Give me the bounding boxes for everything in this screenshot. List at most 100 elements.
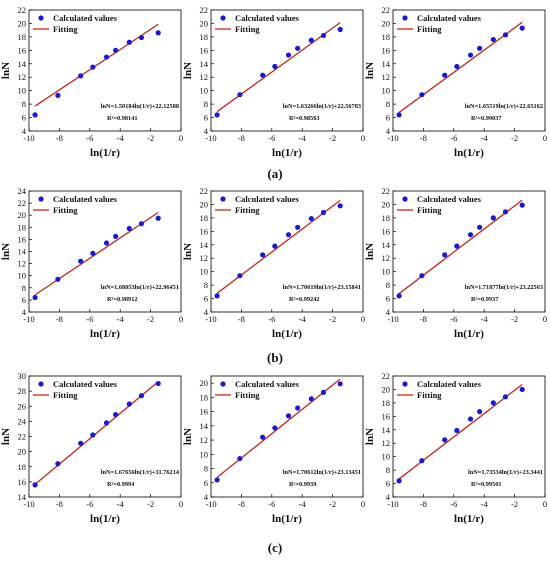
x-tick-label: -2 (147, 499, 154, 509)
data-point (237, 455, 243, 462)
chart-9: -10 -8 -6 -4 -2 0 4 6 8 10 12 14 16 18 20 22 ln(1/r) lnN C… (364, 371, 547, 525)
y-tick-label: 16 (18, 234, 27, 244)
x-tick-label: -2 (147, 314, 154, 324)
x-tick-label: -6 (450, 314, 457, 324)
y-tick-label: 10 (200, 86, 209, 96)
data-point (320, 389, 327, 395)
y-tick-label: 12 (18, 259, 27, 269)
legend-label-points: Calculated values (417, 13, 482, 23)
y-tick-label: 6 (204, 294, 208, 304)
y-tick-label: 24 (18, 186, 27, 196)
x-tick-label: -8 (56, 314, 63, 324)
data-point (78, 73, 84, 79)
data-point (502, 209, 509, 215)
y-tick-label: 4 (386, 492, 391, 502)
x-tick-label: -2 (511, 314, 518, 324)
data-point (477, 409, 483, 415)
y-tick-label: 6 (204, 478, 208, 488)
x-tick-label: -4 (117, 499, 125, 509)
legend-marker-points (220, 15, 226, 21)
x-axis-title: ln(1/r) (272, 328, 302, 340)
y-tick-label: 8 (386, 280, 390, 290)
data-point (337, 381, 343, 387)
data-point (419, 92, 425, 98)
legend-label-points: Calculated values (53, 379, 118, 389)
data-point (103, 54, 110, 60)
y-tick-label: 30 (18, 371, 27, 381)
y-tick-label: 4 (204, 492, 209, 502)
y-tick-label: 14 (200, 421, 209, 431)
data-point (519, 202, 525, 208)
fit-r-squared: R²=0.98563 (289, 115, 320, 122)
y-tick-label: 14 (18, 247, 27, 257)
x-tick-label: -10 (205, 133, 216, 143)
data-point (454, 63, 460, 70)
fit-equation: lnN=1.71877ln(1/r)+23.22563 (465, 284, 543, 291)
plot-frame (28, 375, 182, 498)
y-tick-label: 12 (382, 253, 391, 263)
y-axis-title: lnN (182, 243, 194, 260)
data-point (103, 240, 110, 246)
x-axis-title: ln(1/r) (454, 328, 484, 340)
fit-r-squared: R²=0.99037 (471, 115, 502, 122)
data-point (214, 477, 220, 483)
y-tick-label: 12 (200, 435, 209, 445)
y-tick-label: 20 (18, 18, 27, 28)
y-tick-label: 8 (204, 464, 208, 474)
data-point (502, 394, 509, 400)
data-point (337, 203, 343, 209)
x-tick-label: -10 (387, 314, 398, 324)
y-tick-label: 18 (200, 32, 209, 42)
y-tick-label: 20 (200, 378, 209, 388)
legend-label-points: Calculated values (417, 194, 482, 204)
y-tick-label: 22 (382, 371, 391, 381)
y-tick-label: 18 (18, 462, 27, 472)
data-point (113, 411, 119, 418)
x-tick-label: -10 (23, 499, 34, 509)
y-tick-label: 16 (382, 226, 391, 236)
fit-equation: lnN=1.50184ln(1/r)+22.12588 (101, 103, 179, 110)
data-point (490, 215, 496, 221)
data-point (272, 243, 278, 249)
fit-r-squared: R²=0.9939 (289, 481, 316, 488)
data-point (396, 478, 402, 484)
y-tick-label: 22 (18, 5, 27, 15)
data-point (155, 380, 161, 387)
panel-label-a: (a) (267, 166, 282, 181)
y-tick-label: 8 (22, 99, 26, 109)
x-tick-label: -8 (238, 314, 245, 324)
legend-marker-points (38, 381, 44, 387)
y-axis-title: lnN (364, 243, 376, 260)
x-tick-label: -6 (86, 133, 93, 143)
data-point (272, 425, 278, 431)
plot-frame (392, 190, 546, 313)
x-tick-label: -8 (238, 133, 245, 143)
y-tick-label: 12 (200, 72, 209, 82)
fit-r-squared: R²=0.9994 (107, 481, 135, 488)
y-tick-label: 6 (22, 295, 26, 305)
y-tick-label: 12 (382, 72, 391, 82)
fit-equation: lnN=1.63266ln(1/r)+22.56783 (283, 103, 361, 110)
y-tick-label: 16 (382, 45, 391, 55)
fit-r-squared: R²=0.99501 (471, 481, 502, 488)
plot-frame (210, 190, 364, 313)
plot-frame (28, 190, 182, 313)
y-tick-label: 10 (382, 452, 391, 462)
fit-equation: lnN=1.70619ln(1/r)+23.15841 (283, 284, 361, 291)
x-tick-label: -6 (450, 133, 457, 143)
data-point (396, 293, 402, 299)
legend-marker-points (220, 381, 226, 387)
legend-marker-points (402, 15, 408, 21)
x-tick-label: 0 (179, 133, 183, 143)
legend-label-fit: Fitting (235, 205, 260, 215)
data-point (90, 432, 96, 438)
y-tick-label: 14 (18, 492, 27, 502)
y-tick-label: 4 (204, 307, 209, 317)
x-tick-label: -10 (387, 133, 398, 143)
y-tick-label: 12 (200, 253, 209, 263)
data-point (502, 32, 509, 38)
data-point (90, 250, 96, 256)
x-tick-label: -6 (86, 314, 93, 324)
data-point (237, 92, 243, 98)
y-tick-label: 6 (204, 113, 208, 123)
